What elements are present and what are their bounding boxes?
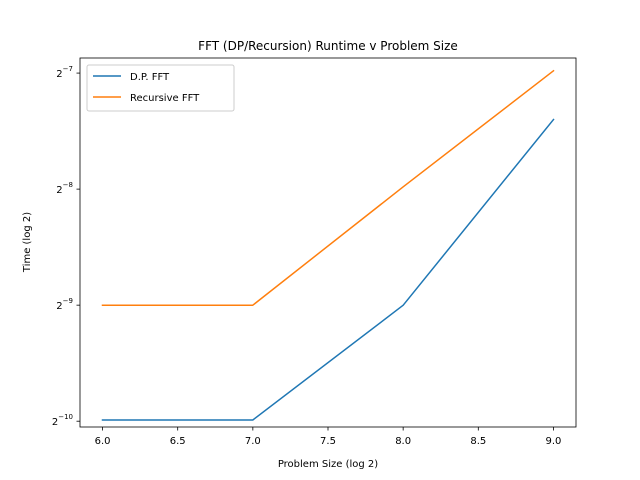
x-tick-label: 6.5 bbox=[170, 436, 186, 447]
y-axis: 2−10 2−9 2−8 2−7 bbox=[52, 65, 80, 428]
y-axis-label: Time (log 2) bbox=[22, 212, 33, 273]
legend: D.P. FFT Recursive FFT bbox=[86, 64, 235, 112]
y-tick-label: 2−7 bbox=[56, 65, 73, 80]
y-tick-label: 2−9 bbox=[56, 297, 73, 312]
series-line-1 bbox=[101, 118, 555, 421]
series-line-2 bbox=[101, 69, 555, 306]
y-tick-label: 2−10 bbox=[52, 413, 73, 428]
x-tick-label: 7.5 bbox=[320, 436, 336, 447]
legend-label-2: Recursive FFT bbox=[130, 93, 200, 104]
x-tick-label: 6.0 bbox=[95, 436, 111, 447]
x-axis: 6.0 6.5 7.0 7.5 8.0 8.5 9.0 bbox=[95, 427, 562, 447]
plot-lines bbox=[101, 69, 555, 421]
x-tick-label: 9.0 bbox=[546, 436, 562, 447]
chart-title: FFT (DP/Recursion) Runtime v Problem Siz… bbox=[198, 39, 458, 53]
x-tick-label: 8.5 bbox=[470, 436, 486, 447]
legend-label-1: D.P. FFT bbox=[130, 72, 170, 83]
y-tick-label: 2−8 bbox=[56, 181, 73, 196]
x-axis-label: Problem Size (log 2) bbox=[278, 459, 378, 470]
x-tick-label: 8.0 bbox=[395, 436, 411, 447]
legend-box bbox=[86, 64, 235, 112]
x-tick-label: 7.0 bbox=[245, 436, 261, 447]
